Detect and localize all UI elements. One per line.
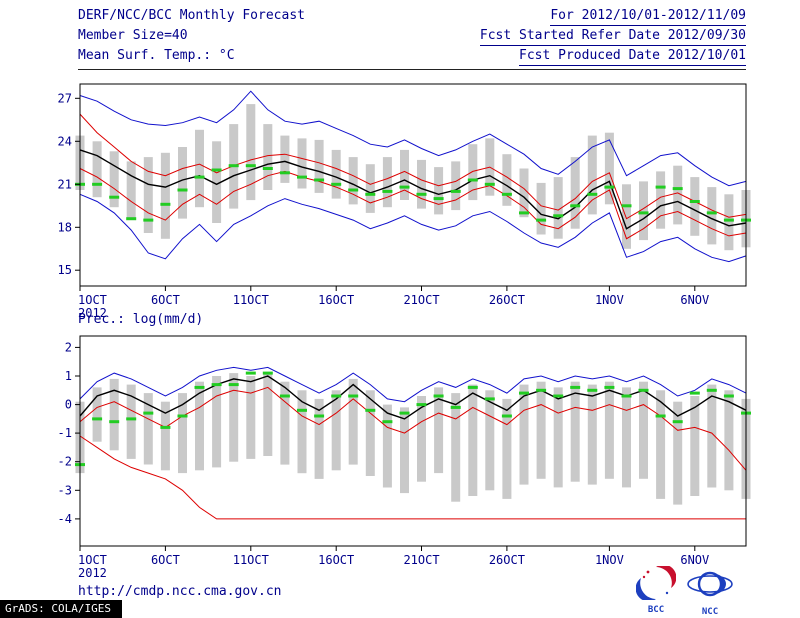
svg-text:2012: 2012 [78,566,107,580]
svg-text:-4: -4 [58,512,72,526]
ncc-logo-label: NCC [701,607,719,617]
svg-text:26OCT: 26OCT [489,293,525,307]
svg-text:27: 27 [58,91,72,105]
bcc-logo-mark [635,564,677,602]
page-title: DERF/NCC/BCC Monthly Forecast [78,8,305,23]
svg-text:1OCT: 1OCT [78,553,107,567]
svg-text:2: 2 [65,340,72,354]
member-size-label: Member Size=40 [78,28,188,43]
svg-text:21OCT: 21OCT [403,293,439,307]
forecast-period: For 2012/10/01-2012/11/09 [550,8,746,26]
svg-text:1NOV: 1NOV [595,293,624,307]
source-url-text: http://cmdp.ncc.cma.gov.cn [78,584,282,599]
svg-text:16OCT: 16OCT [318,553,354,567]
svg-text:16OCT: 16OCT [318,293,354,307]
svg-text:1NOV: 1NOV [595,553,624,567]
svg-text:18: 18 [58,220,72,234]
temp-variable-label: Mean Surf. Temp.: °C [78,48,235,63]
ncc-logo: NCC [686,568,734,617]
svg-text:15: 15 [58,263,72,277]
svg-text:-3: -3 [58,483,72,497]
svg-text:0: 0 [65,398,72,412]
refer-date-label: Fcst Started Refer Date 2012/09/30 [479,28,746,46]
header-divider [78,69,746,70]
svg-text:6OCT: 6OCT [151,293,180,307]
svg-text:6OCT: 6OCT [151,553,180,567]
svg-text:-2: -2 [58,455,72,469]
svg-text:1: 1 [65,369,72,383]
grads-credit-bar: GrADS: COLA/IGES [0,600,122,618]
bcc-logo: BCC [635,564,677,615]
svg-text:2012: 2012 [78,306,107,320]
svg-text:6NOV: 6NOV [680,553,709,567]
bcc-logo-label: BCC [647,605,665,615]
svg-text:21: 21 [58,177,72,191]
precip-variable-label: Prec.: log(mm/d) [78,312,204,327]
produced-date-label: Fcst Produced Date 2012/10/01 [519,48,746,66]
ncc-logo-mark [687,571,733,597]
header-row-1: DERF/NCC/BCC Monthly Forecast For 2012/1… [78,8,746,26]
header-row-2: Member Size=40 Fcst Started Refer Date 2… [78,28,746,46]
svg-text:26OCT: 26OCT [489,553,525,567]
header-row-3: Mean Surf. Temp.: °C Fcst Produced Date … [78,48,746,66]
svg-text:-1: -1 [58,426,72,440]
svg-text:6NOV: 6NOV [680,293,709,307]
svg-text:1OCT: 1OCT [78,293,107,307]
svg-text:11OCT: 11OCT [233,293,269,307]
svg-text:11OCT: 11OCT [233,553,269,567]
svg-text:24: 24 [58,134,72,148]
svg-text:21OCT: 21OCT [403,553,439,567]
